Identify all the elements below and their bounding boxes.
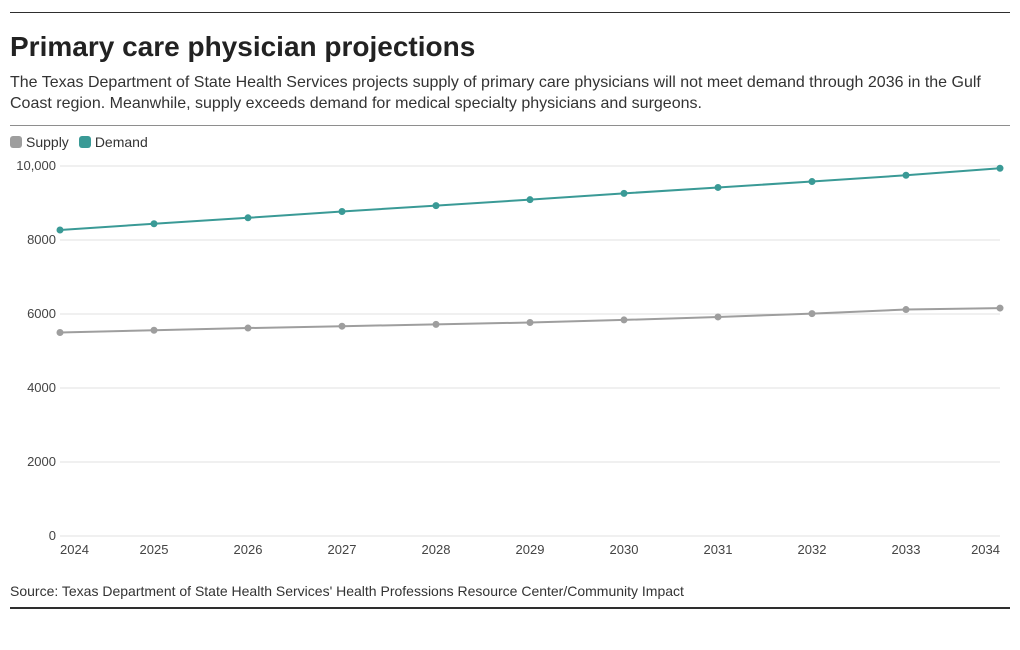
svg-text:0: 0: [49, 528, 56, 543]
chart: 0 2000 4000 6000 8000 10,000 2024 2025 2026 2027 2…: [10, 156, 1010, 571]
chart-title: Primary care physician projections: [10, 31, 1010, 63]
svg-text:2031: 2031: [704, 542, 733, 557]
line-chart-svg: 0 2000 4000 6000 8000 10,000 2024 2025 2026 2027 2…: [10, 156, 1010, 566]
chart-card: Primary care physician projections The T…: [10, 12, 1010, 609]
svg-text:2028: 2028: [422, 542, 451, 557]
source-line: Source: Texas Department of State Health…: [10, 583, 1010, 599]
svg-text:8000: 8000: [27, 232, 56, 247]
svg-text:2033: 2033: [892, 542, 921, 557]
svg-text:2034: 2034: [971, 542, 1000, 557]
chart-subtitle: The Texas Department of State Health Ser…: [10, 73, 1010, 115]
svg-text:2026: 2026: [234, 542, 263, 557]
legend-item-supply: Supply: [10, 134, 69, 150]
legend-label-demand: Demand: [95, 134, 148, 150]
legend-item-demand: Demand: [79, 134, 148, 150]
svg-text:2030: 2030: [610, 542, 639, 557]
svg-text:10,000: 10,000: [16, 158, 56, 173]
svg-text:2025: 2025: [140, 542, 169, 557]
svg-text:2032: 2032: [798, 542, 827, 557]
svg-text:6000: 6000: [27, 306, 56, 321]
legend-swatch-demand: [79, 136, 91, 148]
top-rule: [10, 12, 1010, 13]
bottom-rule: [10, 607, 1010, 609]
svg-text:2027: 2027: [328, 542, 357, 557]
svg-text:2029: 2029: [516, 542, 545, 557]
legend-swatch-supply: [10, 136, 22, 148]
legend: Supply Demand: [10, 134, 1010, 150]
svg-text:2024: 2024: [60, 542, 89, 557]
svg-text:4000: 4000: [27, 380, 56, 395]
legend-label-supply: Supply: [26, 134, 69, 150]
mid-rule: [10, 125, 1010, 126]
svg-text:2000: 2000: [27, 454, 56, 469]
